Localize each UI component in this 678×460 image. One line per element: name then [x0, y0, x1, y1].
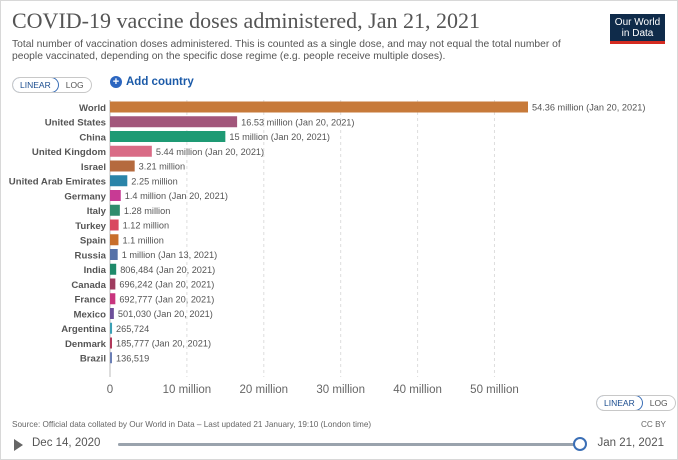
x-tick-label: 30 million: [316, 384, 365, 396]
data-label: 136,519: [116, 353, 149, 363]
category-label: China: [79, 132, 106, 143]
category-label: Spain: [80, 236, 106, 247]
data-label: 16.53 million (Jan 20, 2021): [241, 117, 354, 127]
add-country-button[interactable]: + Add country: [110, 76, 194, 88]
bar: [110, 204, 120, 216]
bar: [110, 308, 114, 319]
license-link[interactable]: CC BY: [640, 420, 666, 429]
plus-icon: +: [110, 76, 122, 88]
data-label: 1.28 million: [124, 206, 170, 216]
data-label: 501,030 (Jan 20, 2021): [118, 309, 213, 319]
category-label: Canada: [71, 280, 106, 291]
bar: [110, 175, 128, 187]
logo-line-2: in Data: [621, 28, 654, 39]
bar: [110, 352, 112, 364]
category-label: Russia: [75, 250, 107, 261]
timeline[interactable]: Dec 14, 2020 Jan 21, 2021: [12, 437, 666, 453]
category-label: United Kingdom: [32, 147, 106, 158]
category-label: Israel: [81, 162, 106, 173]
bar: [110, 219, 119, 231]
linear-scale-button[interactable]: LINEAR: [12, 78, 59, 92]
bar: [110, 131, 226, 142]
category-label: United States: [45, 118, 106, 129]
bar: [110, 145, 152, 157]
data-label: 54.36 million (Jan 20, 2021): [532, 103, 645, 113]
bar: [110, 322, 113, 334]
play-icon[interactable]: [14, 439, 23, 451]
timeline-end-date: Jan 21, 2021: [597, 437, 664, 449]
linear-scale-button-bottom[interactable]: LINEAR: [596, 396, 643, 410]
category-label: Argentina: [61, 324, 106, 335]
scale-toggle-top[interactable]: LINEAR LOG: [12, 77, 92, 93]
timeline-handle[interactable]: [573, 437, 587, 451]
data-label: 1.4 million (Jan 20, 2021): [125, 191, 228, 201]
data-label: 15 million (Jan 20, 2021): [229, 132, 330, 142]
category-label: Turkey: [75, 221, 106, 232]
x-tick-label: 10 million: [163, 384, 212, 396]
category-label: Germany: [64, 191, 106, 202]
timeline-track-fill: [118, 443, 584, 446]
chart-subtitle: Total number of vaccination doses admini…: [12, 39, 561, 62]
x-tick-label: 20 million: [240, 384, 289, 396]
bar: [110, 263, 117, 275]
data-label: 1 million (Jan 13, 2021): [122, 250, 218, 260]
data-label: 3.21 million: [139, 162, 185, 172]
bar: [110, 101, 528, 113]
category-label: Denmark: [65, 339, 107, 350]
logo-line-1: Our World: [614, 17, 661, 28]
data-label: 2.25 million: [131, 176, 177, 186]
data-label: 1.1 million: [122, 235, 163, 245]
category-label: India: [84, 265, 107, 276]
log-scale-button-bottom[interactable]: LOG: [649, 398, 668, 408]
data-label: 1.12 million: [123, 221, 169, 231]
data-label: 185,777 (Jan 20, 2021): [116, 339, 211, 349]
owid-logo[interactable]: Our World in Data: [610, 14, 665, 44]
bar: [110, 116, 238, 128]
bar: [110, 249, 118, 260]
log-scale-button[interactable]: LOG: [65, 80, 84, 90]
data-label: 696,242 (Jan 20, 2021): [119, 280, 214, 290]
add-country-label: Add country: [126, 76, 194, 88]
bar: [110, 160, 135, 172]
x-tick-label: 50 million: [470, 384, 519, 396]
bar: [110, 234, 119, 246]
source-note: Source: Official data collated by Our Wo…: [12, 420, 372, 429]
category-label: United Arab Emirates: [9, 177, 106, 188]
data-label: 806,484 (Jan 20, 2021): [120, 265, 215, 275]
bar: [110, 278, 116, 290]
data-label: 5.44 million (Jan 20, 2021): [156, 147, 264, 157]
data-label: 692,777 (Jan 20, 2021): [119, 294, 214, 304]
bar: [110, 190, 121, 201]
bar-chart: 0 10 million 20 million 30 million 40 millio…: [9, 100, 645, 396]
category-label: France: [75, 295, 106, 306]
logo-accent-bar: [610, 41, 665, 44]
x-tick-label: 0: [107, 384, 113, 396]
chart-title: COVID-19 vaccine doses administered, Jan…: [12, 8, 481, 33]
category-label: Mexico: [73, 309, 106, 320]
x-tick-label: 40 million: [393, 384, 442, 396]
bar: [110, 337, 112, 349]
category-label: Italy: [87, 206, 107, 217]
timeline-start-date: Dec 14, 2020: [32, 437, 101, 449]
scale-toggle-bottom[interactable]: LINEAR LOG: [596, 395, 676, 411]
category-label: World: [79, 103, 106, 114]
data-label: 265,724: [116, 324, 149, 334]
category-label: Brazil: [80, 354, 106, 365]
timeline-track[interactable]: [118, 443, 584, 446]
bar: [110, 293, 116, 305]
